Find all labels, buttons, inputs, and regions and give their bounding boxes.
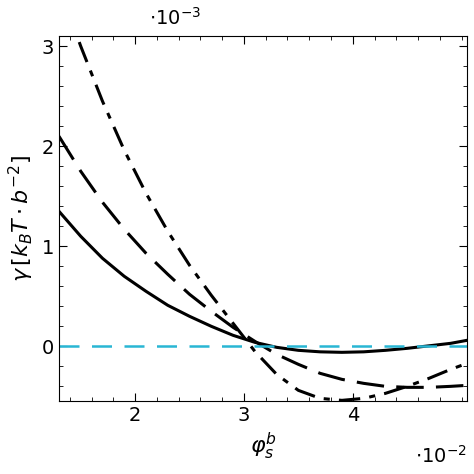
X-axis label: $\varphi_s^b$: $\varphi_s^b$ bbox=[250, 431, 276, 462]
Text: $\cdot 10^{-3}$: $\cdot 10^{-3}$ bbox=[149, 7, 201, 29]
Y-axis label: $\gamma\,[k_BT\cdot b^{-2}]$: $\gamma\,[k_BT\cdot b^{-2}]$ bbox=[7, 155, 36, 282]
Text: $\cdot 10^{-2}$: $\cdot 10^{-2}$ bbox=[415, 445, 467, 467]
